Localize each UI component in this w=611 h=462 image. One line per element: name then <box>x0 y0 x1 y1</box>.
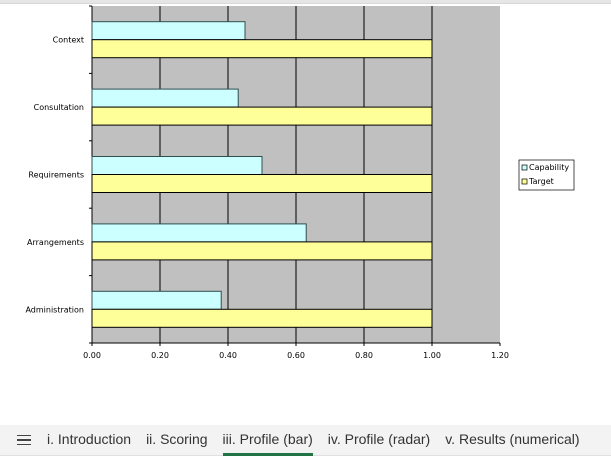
x-tick-label: 0.80 <box>355 351 373 360</box>
x-tick-label: 0.60 <box>287 351 305 360</box>
bar-capability <box>91 223 307 243</box>
x-tick-label: 0.40 <box>219 351 237 360</box>
legend-swatch-capability <box>521 164 528 171</box>
x-tick-label: 0.00 <box>83 351 101 360</box>
hamburger-menu-icon[interactable] <box>17 434 31 446</box>
sheet-tab-bar: i. Introduction ii. Scoring iii. Profile… <box>0 425 611 456</box>
bar-capability <box>91 88 239 108</box>
legend <box>518 159 575 191</box>
bar-target <box>91 241 433 261</box>
tab-profile-bar[interactable]: iii. Profile (bar) <box>222 425 314 456</box>
top-border <box>0 0 611 4</box>
bar-target <box>91 39 433 59</box>
y-tick-label: Consultation <box>34 103 84 112</box>
legend-label-target: Target <box>528 177 554 186</box>
y-tick-label: Administration <box>25 305 84 314</box>
bar-target <box>91 308 433 328</box>
tab-introduction[interactable]: i. Introduction <box>47 431 132 447</box>
bar-capability <box>91 290 222 310</box>
y-tick-label: Context <box>53 36 84 45</box>
tab-profile-radar[interactable]: iv. Profile (radar) <box>327 431 431 447</box>
x-tick-label: 0.20 <box>151 351 169 360</box>
y-tick-label: Arrangements <box>27 238 84 247</box>
legend-label-capability: Capability <box>529 163 569 172</box>
tab-results-numerical[interactable]: v. Results (numerical) <box>445 431 580 447</box>
bar-target <box>91 106 433 126</box>
bar-capability <box>91 156 263 175</box>
tab-scoring[interactable]: ii. Scoring <box>146 431 208 447</box>
bar-target <box>91 174 433 193</box>
x-tick-label: 1.00 <box>423 351 441 360</box>
bar-capability <box>91 21 246 41</box>
legend-swatch-target <box>521 178 528 185</box>
bar-chart[interactable]: 0.00 0.20 0.40 0.60 0.80 1.00 1.20 Context Consu… <box>0 0 611 420</box>
x-tick-label: 1.20 <box>491 351 509 360</box>
y-tick-label: Requirements <box>28 171 84 180</box>
